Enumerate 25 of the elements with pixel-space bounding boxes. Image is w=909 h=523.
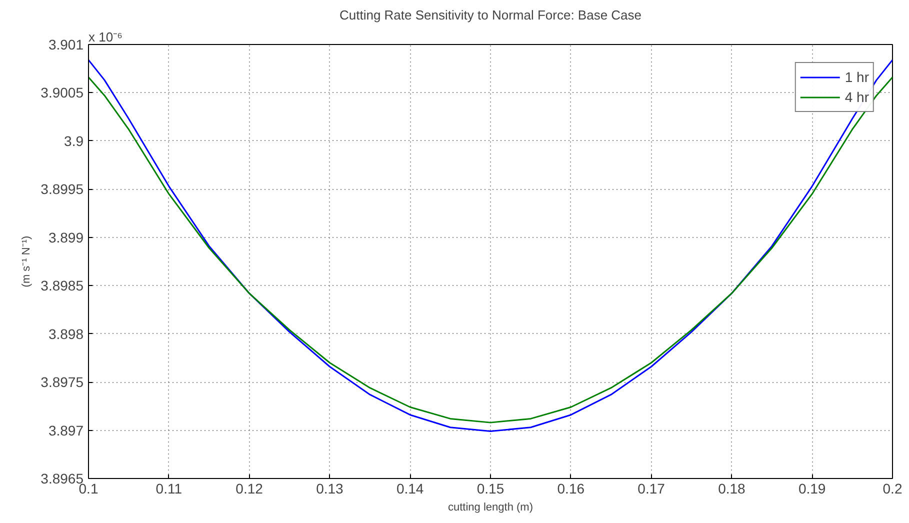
legend-label: 4 hr [844, 89, 869, 105]
annotation: x 10⁻⁶ [88, 30, 122, 44]
y-tick-label: 3.897 [48, 422, 84, 438]
x-axis-title: cutting length (m) [448, 502, 533, 514]
x-tick-label: 0.14 [396, 480, 424, 496]
y-tick-label: 3.9 [64, 132, 84, 149]
y-tick-label: 3.901 [48, 36, 84, 52]
x-tick-label: 0.11 [156, 480, 182, 496]
y-tick-label: 3.898 [48, 326, 84, 342]
y-axis-title: (m s⁻¹ N⁻¹) [20, 236, 33, 288]
y-tick-label: 3.8985 [40, 278, 84, 294]
y-tick-label: 3.9005 [40, 84, 84, 101]
chart-title: Cutting Rate Sensitivity to Normal Force: Base Case [339, 8, 642, 22]
x-tick-label: 0.16 [557, 480, 585, 496]
x-tick-label: 0.12 [236, 480, 264, 496]
x-tick-label: 0.18 [718, 480, 746, 496]
x-tick-label: 0.17 [638, 480, 666, 496]
x-tick-label: 0.13 [316, 480, 344, 496]
y-tick-label: 3.899 [48, 229, 84, 246]
x-tick-label: 0.19 [798, 480, 826, 496]
legend-label: 1 hr [844, 69, 869, 85]
y-tick-label: 3.8995 [40, 181, 84, 198]
x-tick-label: 0.15 [476, 480, 504, 496]
y-tick-label: 3.8975 [40, 374, 84, 390]
x-tick-label: 0.2 [882, 480, 902, 496]
